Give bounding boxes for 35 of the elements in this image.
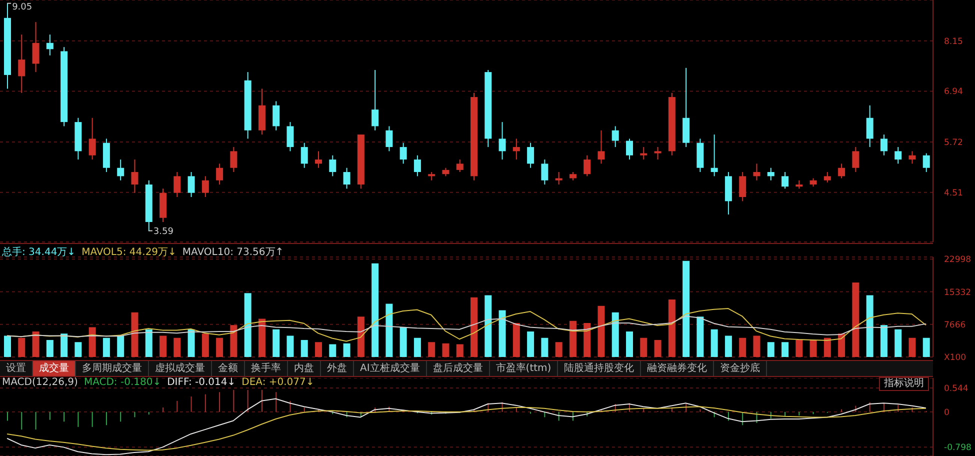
text: 成交量 [33,361,76,376]
y-tick-label: 5.72 [944,138,963,148]
text: AI立桩成交量 [354,361,427,376]
text: 金额 [212,361,245,376]
text: 外盘 [321,361,354,376]
y-tick-label: 22998 [944,255,972,266]
y-tick-label: 0 [944,408,950,418]
y-tick-label: 7666 [944,320,966,330]
series-label: MACD: -0.180↓ [84,377,162,388]
y-tick-label: 8.15 [944,36,963,47]
text: 总手: 34.44万↓ [2,246,76,259]
y-tick-label: 6.94 [944,87,963,98]
text: 换手率 [245,361,288,376]
text: 陆股通持股变化 [558,361,642,376]
y-tick-label: 0.544 [944,384,968,394]
text: 设置 [0,361,33,376]
text: DIFF: -0.014↓ [167,377,236,388]
text: MAVOL5: 44.29万↓ [82,246,176,259]
text: 多周期成交量 [76,361,149,376]
annotation: 9.05 [12,2,32,12]
y-tick-label: 15332 [944,288,972,298]
text: 融资融券变化 [641,361,714,376]
text: 内盘 [288,361,321,376]
text: 盘后成交量 [426,361,490,376]
y-tick-label: X100 [944,353,966,363]
text: 市盈率(ttm) [490,361,558,376]
chart-title: MACD(12,26,9) [2,377,78,388]
annotation: 指标说明 [879,377,929,391]
y-tick-label: 4.51 [944,188,963,198]
text: MAVOL10: 73.56万↑ [182,246,284,259]
text: DEA: +0.077↓ [242,377,314,388]
text: 虚拟成交量 [149,361,212,376]
annotation: 3.59 [153,226,174,237]
y-tick-label: -0.798 [944,443,972,454]
text: 资金抄底 [714,361,768,376]
